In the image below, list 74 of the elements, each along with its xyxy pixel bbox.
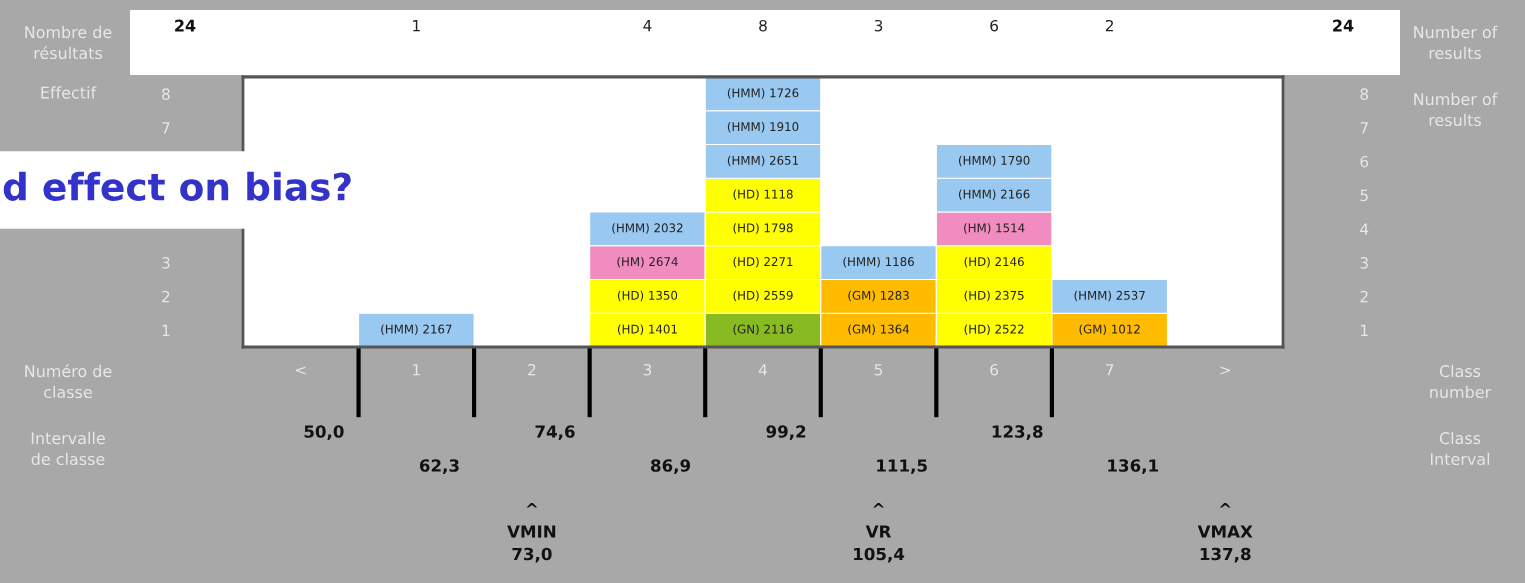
text: 86,9 — [651, 459, 691, 474]
annotation: (HD) 2146 — [964, 256, 1024, 268]
text: Numéro de classe — [25, 364, 112, 399]
x-tick-label: < — [296, 366, 306, 375]
x-tick-label: 1 — [413, 364, 420, 376]
annotation: (HMM) 2032 — [612, 223, 683, 234]
text: 2 — [1105, 19, 1113, 32]
annotation: (HMM) 2651 — [727, 155, 799, 167]
annotation: (HD) 1401 — [617, 324, 677, 335]
y2-tick-label: 3 — [1360, 257, 1368, 269]
x-tick-label: > — [1220, 366, 1230, 375]
y2-tick-label: 7 — [1360, 122, 1368, 134]
text: ^ VMIN 73,0 — [507, 502, 556, 563]
y-tick-label: 2 — [162, 290, 170, 303]
annotation: (HM) 2674 — [617, 256, 678, 268]
x-tick-label: 3 — [643, 363, 652, 376]
y2-tick-label: 8 — [1360, 88, 1369, 100]
text: ^ VMAX 137,8 — [1197, 502, 1253, 563]
annotation: (HD) 1118 — [733, 189, 793, 200]
y-tick-label: 7 — [162, 122, 170, 134]
annotation: (HM) 1514 — [964, 223, 1025, 234]
x-tick-label: 5 — [874, 364, 883, 376]
annotation: (GM) 1283 — [848, 290, 909, 302]
x-tick-label: 6 — [990, 363, 999, 376]
text: 4 — [643, 20, 652, 32]
annotation: (HD) 1798 — [733, 223, 793, 234]
text: 74,6 — [535, 425, 575, 440]
annotation: d effect on bias? — [3, 171, 351, 201]
y-tick-label: 8 — [162, 88, 170, 100]
text: ^ VR 105,4 — [854, 502, 905, 563]
annotation: (HD) 1350 — [617, 290, 678, 302]
annotation: (GN) 2116 — [733, 324, 793, 335]
text: 3 — [874, 19, 883, 32]
text: Effectif — [41, 86, 97, 99]
text: Number of results — [1414, 92, 1498, 127]
text: 8 — [759, 19, 767, 32]
text: Nombre de résultats — [25, 25, 112, 60]
text: 50,0 — [304, 425, 344, 440]
y2-tick-label: 4 — [1360, 223, 1369, 235]
y-tick-label: 3 — [162, 257, 170, 269]
text: 111,5 — [877, 459, 927, 474]
annotation: (HD) 2559 — [733, 290, 793, 302]
annotation: (HD) 2522 — [964, 324, 1024, 335]
y2-tick-label: 5 — [1360, 189, 1368, 202]
text: 136,1 — [1108, 459, 1158, 474]
x-tick-label: 4 — [758, 364, 767, 376]
annotation: (GM) 1364 — [848, 324, 910, 335]
text: 24 — [175, 19, 196, 32]
y-tick-label: 1 — [162, 324, 170, 336]
text: 6 — [990, 19, 999, 32]
annotation: (HMM) 2537 — [1074, 290, 1145, 302]
text: Class number — [1430, 364, 1492, 399]
annotation: (HMM) 1790 — [959, 155, 1030, 167]
y2-tick-label: 2 — [1360, 290, 1368, 303]
y2-tick-label: 1 — [1361, 324, 1368, 336]
text: 24 — [1333, 19, 1354, 32]
annotation: (HD) 2375 — [964, 290, 1024, 302]
text: 1 — [413, 20, 420, 32]
annotation: (HD) 2271 — [733, 256, 793, 268]
text: 62,3 — [419, 459, 459, 474]
text: Number of results — [1414, 25, 1498, 60]
annotation: (HMM) 1726 — [727, 88, 799, 99]
y2-tick-label: 6 — [1360, 155, 1369, 168]
x-tick-label: 2 — [528, 363, 536, 376]
annotation: (HMM) 2166 — [959, 189, 1030, 200]
annotation: (GM) 1012 — [1079, 324, 1140, 335]
text: Intervalle de classe — [31, 431, 105, 466]
text: 123,8 — [992, 425, 1043, 440]
annotation: (HMM) 2167 — [381, 324, 452, 335]
annotation: (HMM) 1186 — [843, 256, 914, 268]
text: 99,2 — [766, 425, 806, 440]
text: Class Interval — [1430, 431, 1490, 466]
annotation: (HMM) 1910 — [727, 121, 799, 133]
x-tick-label: 7 — [1106, 364, 1114, 376]
